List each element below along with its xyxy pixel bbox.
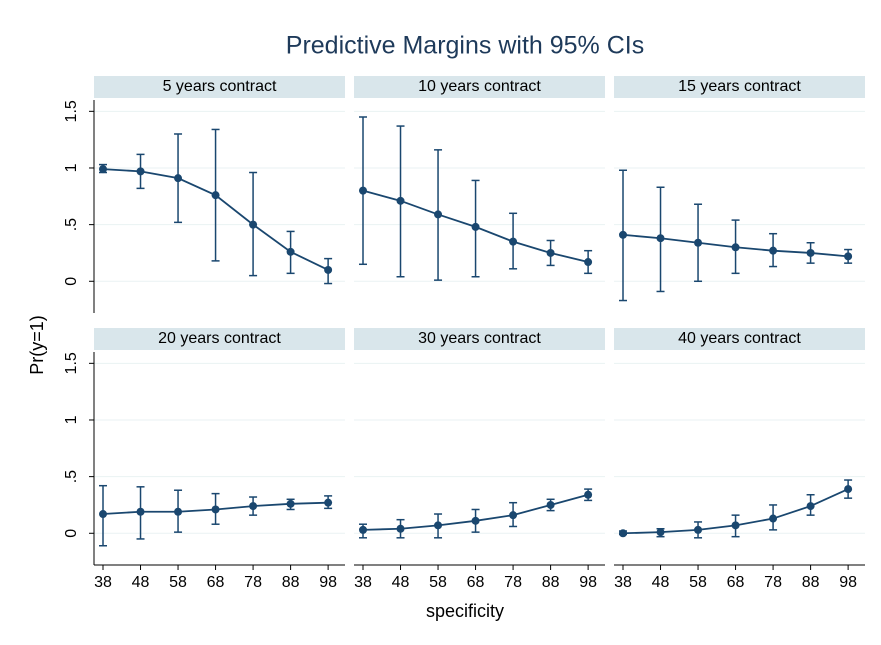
point	[99, 165, 108, 174]
point	[509, 511, 518, 520]
point	[286, 247, 295, 256]
y-tick-label: 1.5	[63, 352, 80, 374]
point	[694, 525, 703, 534]
x-tick-label: 78	[504, 574, 522, 591]
x-tick-label: 38	[94, 574, 112, 591]
panel-header	[94, 76, 345, 98]
point	[434, 521, 443, 530]
point	[844, 485, 853, 494]
point	[806, 502, 815, 511]
panel-title: 15 years contract	[678, 78, 801, 95]
panel-title: 40 years contract	[678, 330, 801, 347]
x-tick-label: 68	[207, 574, 225, 591]
point	[731, 521, 740, 530]
point	[694, 238, 703, 247]
point	[546, 248, 555, 257]
chart-title: Predictive Margins with 95% CIs	[286, 32, 644, 60]
point	[619, 230, 628, 239]
panel-header	[614, 328, 865, 350]
y-tick-label: .5	[63, 470, 80, 483]
x-tick-label: 88	[802, 574, 820, 591]
point	[584, 258, 593, 267]
point	[136, 167, 145, 176]
y-axis-label: Pr(y=1)	[27, 315, 47, 375]
point	[656, 234, 665, 243]
point	[286, 499, 295, 508]
x-tick-label: 98	[319, 574, 337, 591]
y-tick-label: .5	[63, 218, 80, 231]
point	[211, 505, 220, 514]
x-tick-label: 58	[429, 574, 447, 591]
point	[211, 191, 220, 200]
panel-header	[94, 328, 345, 350]
point	[584, 490, 593, 499]
x-tick-label: 88	[542, 574, 560, 591]
y-tick-label: 1	[63, 163, 80, 172]
point	[249, 502, 258, 511]
x-tick-label: 68	[727, 574, 745, 591]
x-tick-label: 98	[579, 574, 597, 591]
x-tick-label: 88	[282, 574, 300, 591]
panel-title: 5 years contract	[163, 78, 277, 95]
point	[769, 514, 778, 523]
x-axis-label: specificity	[426, 601, 504, 621]
panel-title: 10 years contract	[418, 78, 541, 95]
point	[249, 220, 258, 229]
point	[136, 507, 145, 516]
y-tick-label: 1.5	[63, 100, 80, 122]
x-tick-label: 58	[689, 574, 707, 591]
point	[396, 196, 405, 205]
x-tick-label: 58	[169, 574, 187, 591]
point	[546, 500, 555, 509]
point	[471, 516, 480, 525]
point	[844, 252, 853, 261]
x-tick-label: 38	[354, 574, 372, 591]
point	[769, 246, 778, 255]
point	[174, 507, 183, 516]
panel-title: 20 years contract	[158, 330, 281, 347]
point	[99, 510, 108, 519]
y-tick-label: 0	[63, 529, 80, 538]
point	[359, 525, 368, 534]
point	[806, 248, 815, 257]
point	[731, 243, 740, 252]
x-tick-label: 48	[132, 574, 150, 591]
y-tick-label: 0	[63, 277, 80, 286]
x-tick-label: 98	[839, 574, 857, 591]
point	[324, 265, 333, 274]
point	[174, 174, 183, 183]
point	[509, 237, 518, 246]
x-tick-label: 68	[467, 574, 485, 591]
point	[619, 529, 628, 538]
x-tick-label: 78	[244, 574, 262, 591]
panel-title: 30 years contract	[418, 330, 541, 347]
point	[434, 210, 443, 219]
point	[396, 524, 405, 533]
point	[324, 498, 333, 507]
point	[471, 222, 480, 231]
x-tick-label: 38	[614, 574, 632, 591]
y-tick-label: 1	[63, 415, 80, 424]
x-tick-label: 48	[392, 574, 410, 591]
point	[359, 186, 368, 195]
panel-header	[354, 328, 605, 350]
panel-header	[614, 76, 865, 98]
point	[656, 528, 665, 537]
panel-header	[354, 76, 605, 98]
x-tick-label: 78	[764, 574, 782, 591]
x-tick-label: 48	[652, 574, 670, 591]
